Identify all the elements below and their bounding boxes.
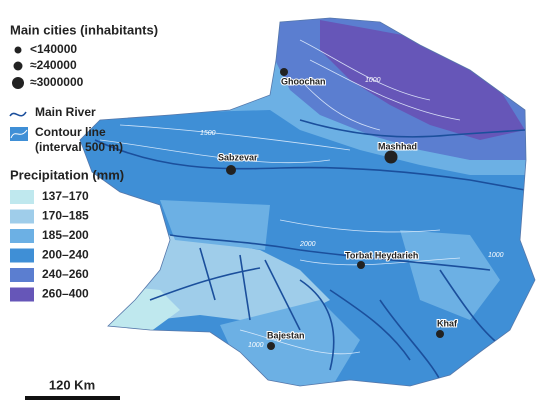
province: [80, 18, 535, 386]
legend-symbol: [10, 129, 28, 139]
city-label: Ghoochan: [281, 76, 326, 86]
contour-label: 1500: [200, 130, 216, 137]
legend-symbol: [13, 61, 23, 71]
legend-label: ≈3000000: [30, 75, 84, 89]
legend-symbol: [12, 77, 24, 89]
city-marker: [226, 165, 236, 175]
legend-swatch: [10, 248, 34, 263]
legend-label: Contour line: [35, 125, 106, 139]
legend-swatch: [10, 209, 34, 224]
city-marker: [384, 150, 398, 164]
legend-title: Precipitation (mm): [10, 167, 124, 182]
legend: Main cities (inhabitants) <140000 ≈24000…: [9, 22, 158, 302]
city-marker: [357, 261, 365, 269]
city-label: Torbat Heydarieh: [345, 250, 418, 260]
precip-zone: [400, 230, 500, 320]
legend-label: ≈240000: [30, 58, 77, 72]
city-label: Khaf: [437, 318, 458, 328]
legend-label: 185–200: [42, 228, 89, 242]
scale-label: 120 Km: [49, 377, 95, 392]
legend-title: Main cities (inhabitants): [10, 22, 158, 37]
city-label: Bajestan: [267, 330, 305, 340]
legend-swatch: [10, 268, 34, 282]
legend-swatch: [10, 229, 34, 243]
legend-swatch: [10, 287, 34, 302]
legend-label: <140000: [30, 42, 77, 56]
precipitation-legend: 137–170 170–185 185–200 200–240 240–260 260–4…: [10, 189, 89, 302]
legend-symbol: [9, 111, 27, 117]
city-marker: [280, 68, 288, 76]
legend-swatch: [10, 190, 34, 204]
legend-label: 170–185: [42, 209, 89, 223]
city-marker: [267, 342, 275, 350]
precip-zone: [320, 20, 525, 140]
contour-label: 1000: [488, 252, 504, 259]
legend-label: 137–170: [42, 189, 89, 203]
city-label: Sabzevar: [218, 152, 258, 162]
river: [94, 119, 526, 381]
legend-label: 260–400: [42, 287, 89, 301]
city-label: Mashhad: [378, 141, 417, 151]
legend-label: (interval 500 m): [35, 140, 123, 154]
legend-label: 240–260: [42, 267, 89, 281]
contour-label: 2000: [299, 241, 316, 248]
province-border: [79, 17, 536, 387]
legend-label: Main River: [35, 105, 96, 119]
legend-symbol: [14, 46, 22, 54]
contour-line: [99, 39, 461, 355]
legend-label: 200–240: [42, 248, 89, 262]
contour-label: 1000: [365, 77, 381, 84]
city-marker: [436, 330, 444, 338]
contour-label: 1000: [248, 342, 264, 349]
